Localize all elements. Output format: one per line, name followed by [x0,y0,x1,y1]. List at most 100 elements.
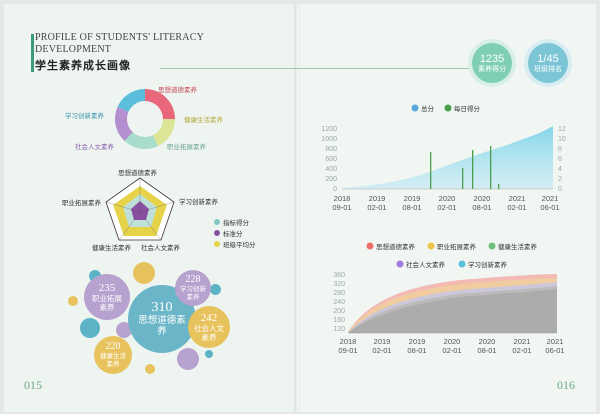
legend-dot-icon [214,218,220,225]
y-tick: 120 [333,326,345,333]
donut-segment [152,119,175,147]
radar-legend-label: 班级平均分 [223,240,256,249]
title-english: PROFILE OF STUDENTS' LITERACY DEVELOPMEN… [35,32,235,56]
title-divider [160,68,472,69]
y-tick: 160 [333,317,345,324]
decor-bubble [205,350,213,358]
y-tick: 400 [325,166,337,173]
x-tick-year: 2021 [542,194,559,203]
x-tick-year: 2020 [479,337,496,346]
literacy-dimension-chart: 思想道德素养 职业拓展素养 健康生活素养 社会人文素养 学习创新素养 360 3… [333,242,564,355]
legend-dot-icon [396,260,404,268]
y-tick: 12 [558,126,566,133]
radar-axis-career: 职业拓展素养 [62,199,101,207]
y-tick: 800 [325,146,337,153]
x-tick-date: 08-01 [472,203,491,212]
x-tick-date: 02-01 [512,346,531,355]
book-spine [294,4,302,412]
x-tick-date: 09-01 [332,203,351,212]
x-tick-year: 2021 [509,194,526,203]
bubble-career: 235 职业拓展素养 [84,274,130,320]
bubble-social: 242 社会人文素养 [188,306,230,348]
y-tick: 200 [333,308,345,315]
y-tick: 600 [325,156,337,163]
y-tick: 4 [558,166,562,173]
x-tick-year: 2018 [334,194,351,203]
daily-bar [498,184,500,189]
donut-segment [145,89,175,120]
y-tick: 200 [325,176,337,183]
y-tick: 10 [558,136,566,143]
x-tick-date: 06-01 [540,203,559,212]
donut-label-social: 社会人文素养 [75,143,114,151]
title-chinese: 学生素养成长画像 [35,59,131,72]
x-tick-date: 02-01 [372,346,391,355]
stat-score: 1235 素养得分 [472,43,512,83]
decor-bubble [68,296,78,306]
legend-dot-icon [214,240,220,247]
x-tick-year: 2019 [404,194,421,203]
x-tick-date: 08-01 [402,203,421,212]
donut-label-career: 职业拓展素养 [167,143,206,151]
y-tick: 1200 [321,126,337,133]
radar-legend-label: 标准分 [223,229,243,238]
radar-legend: 指标得分 标准分 班级平均分 [214,216,256,249]
bubble-label: 职业拓展素养 [92,293,122,312]
stat-rank-label: 班级排名 [534,65,562,73]
title-accent-bar [31,34,34,72]
bubble-label: 思想道德素养 [138,315,186,337]
x-tick-year: 2018 [340,337,357,346]
decor-bubble [177,348,199,370]
x-tick-year: 2019 [369,194,386,203]
stat-score-value: 1235 [479,52,505,65]
donut-segment [117,89,145,112]
bubble-value: 235 [98,281,116,294]
radar-axis-moral: 思想道德素养 [118,169,157,177]
decor-bubble [145,364,155,374]
y-tick: 6 [558,156,562,163]
y-tick: 0 [558,186,562,193]
x-tick-year: 2019 [409,337,426,346]
legend-item: 健康生活素养 [498,242,538,251]
y-tick: 240 [333,299,345,306]
x-tick-date: 08-01 [477,346,496,355]
x-tick-date: 09-01 [338,346,357,355]
x-tick-year: 2019 [374,337,391,346]
legend-dot-icon [427,242,435,250]
legend-item: 思想道德素养 [376,242,416,251]
legend-daily-dot-icon [444,104,452,112]
x-axis: 2018 09-01 2019 02-01 2019 08-01 2020 02… [332,194,559,212]
bubble-label: 健康生活素养 [100,352,126,368]
legend-item: 学习创新素养 [468,260,508,269]
page-number-left: 015 [24,378,42,392]
y-axis-right: 12 10 8 6 4 2 0 [558,126,566,193]
x-tick-date: 02-01 [507,203,526,212]
donut-label-health: 健康生活素养 [184,116,223,124]
x-tick-year: 2020 [444,337,461,346]
donut-label-learning: 学习创新素养 [65,112,104,120]
y-axis: 360 320 280 240 200 160 120 [333,272,345,333]
title-english-line1: PROFILE OF STUDENTS' LITERACY [35,32,204,43]
legend-dot-icon [214,229,220,236]
bubble-health: 220 健康生活素养 [94,336,132,374]
x-tick-date: 02-01 [367,203,386,212]
donut-chart [115,89,175,149]
radar-legend-item: 标准分 [214,227,256,238]
total-score-area [342,126,553,189]
donut-segment [124,132,158,149]
x-tick-date: 06-01 [545,346,564,355]
daily-bar [490,146,492,189]
x-tick-year: 2021 [547,337,564,346]
radar-chart [105,177,175,241]
y-tick: 360 [333,272,345,279]
stat-score-label: 素养得分 [478,65,506,73]
x-tick-date: 08-01 [407,346,426,355]
donut-segment [115,107,133,141]
y-tick: 0 [333,186,337,193]
bubble-label: 社会人文素养 [194,323,224,342]
area-learning [348,289,557,333]
legend-item: 社会人文素养 [406,260,446,269]
bubble-value: 242 [200,311,218,324]
legend-dot-icon [488,242,496,250]
x-tick-year: 2020 [474,194,491,203]
